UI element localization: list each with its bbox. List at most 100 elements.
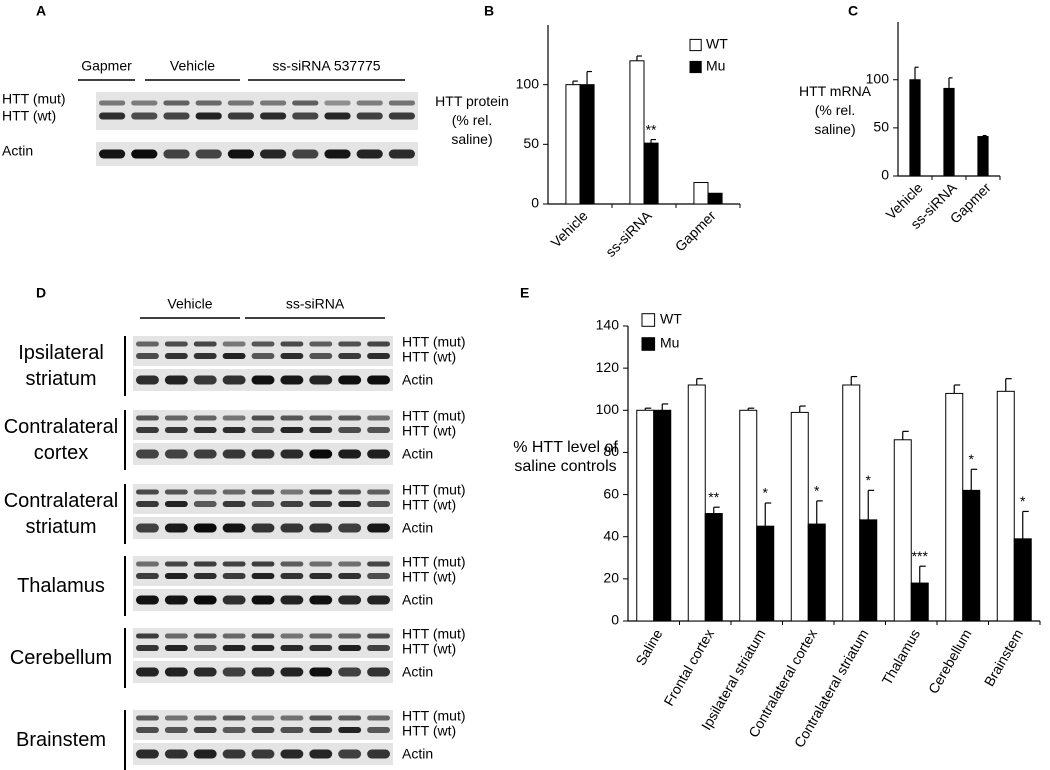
blot-band [164,633,188,639]
blot-band [251,489,275,495]
blot-band [338,749,362,759]
panel-label: C [848,3,858,19]
blot-band [251,633,275,639]
blot-band [280,501,304,507]
blot-band [309,573,333,579]
significance-label: * [866,472,872,488]
blot-background [133,628,393,658]
legend-label: WT [706,36,728,52]
bar [962,489,981,622]
legend-swatch [641,313,656,327]
blot-band [222,353,246,359]
blot-band [164,561,188,567]
blot-band [280,415,304,421]
blot-band [222,489,246,495]
blot-band [367,561,390,567]
blot-band [356,149,383,159]
bar [842,384,861,622]
legend-label: Mu [706,58,725,74]
blot-band [193,415,217,421]
y-tick-label: 50 [873,119,889,135]
blot-band [164,449,188,459]
blot-band [280,715,304,721]
blot-band [280,341,304,347]
blot-band [164,727,188,733]
y-tick-label: 0 [611,612,619,628]
bar [653,409,672,622]
blot-band [309,415,333,421]
blot-band [338,501,362,507]
blot-band [222,715,246,721]
blot-band [222,341,246,347]
blot-band [136,715,159,721]
blot-band [367,749,390,759]
significance-label: * [814,483,820,499]
blot-band [136,633,159,639]
bar [629,60,645,205]
significance-label: ** [708,489,719,505]
lane-group-label: ss-siRNA 537775 [272,58,380,74]
x-tick-label: Cerebellum [925,626,975,696]
blot-band [280,573,304,579]
x-tick-label: Gapmer [672,207,719,254]
y-tick-label: 50 [523,135,539,151]
blot-band [309,353,333,359]
blot-band [193,449,217,459]
band-label: HTT (mut) [402,408,466,424]
blot-band [193,523,217,533]
blot-band [193,341,217,347]
blot-band [163,149,190,159]
blot-band [309,489,333,495]
blot-band [324,149,351,159]
bar [943,87,955,177]
blot-band [164,667,188,677]
blot-band [280,667,304,677]
bar [707,192,723,205]
band-label: HTT (wt) [2,108,56,124]
blot-band [324,100,351,106]
significance-label: * [969,451,975,467]
blot-band [193,353,217,359]
blot-band [195,112,222,120]
blot-band [193,375,217,385]
x-tick-label: Vehicle [547,207,590,250]
blot-background [133,484,393,514]
bar [565,84,581,205]
blot-band [251,353,275,359]
blot-band [388,149,415,159]
blot-band [338,523,362,533]
blot-band [222,415,246,421]
blot-band [280,489,304,495]
blot-band [193,427,217,433]
blot-band [338,415,362,421]
legend-swatch [641,337,656,351]
blot-band [388,112,415,120]
blot-background [133,710,393,740]
blot-band [193,633,217,639]
blot-band [251,749,275,759]
blot-band [99,149,126,159]
blot-band [251,501,275,507]
blot-band [164,645,188,651]
blot-band [164,523,188,533]
blot-band [222,727,246,733]
significance-label: ** [646,121,657,137]
blot-band [367,449,390,459]
blot-band [260,149,287,159]
blot-band [280,595,304,605]
blot-band [136,415,159,421]
blot-band [309,523,333,533]
blot-band [251,667,275,677]
blot-band [136,427,159,433]
blot-band [367,727,390,733]
blot-band [251,645,275,651]
blot-background [133,556,393,586]
blot-band [193,727,217,733]
blot-band [164,501,188,507]
blot-band [193,573,217,579]
blot-band [136,595,159,605]
blot-band [309,449,333,459]
blot-band [193,489,217,495]
blot-band [280,375,304,385]
